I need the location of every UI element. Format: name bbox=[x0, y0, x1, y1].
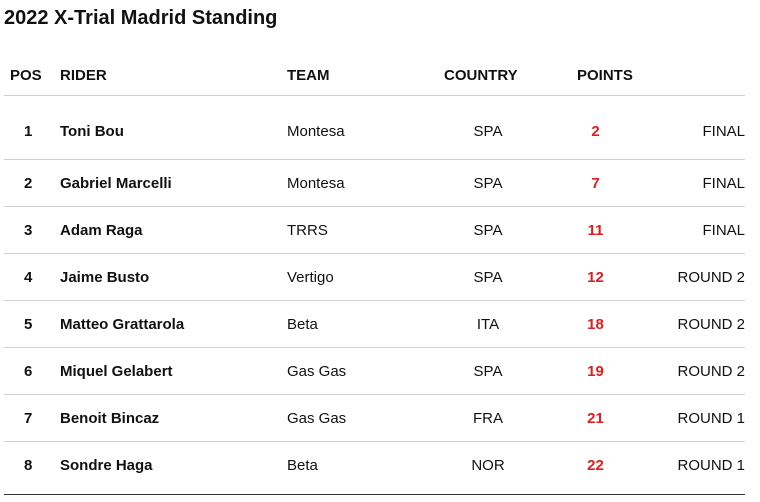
column-header-status bbox=[642, 55, 745, 96]
cell-points: 12 bbox=[567, 253, 642, 301]
cell-points: 7 bbox=[567, 159, 642, 207]
cell-status: FINAL bbox=[642, 159, 745, 207]
cell-team: Beta bbox=[287, 300, 427, 348]
cell-team: Vertigo bbox=[287, 253, 427, 301]
cell-status: ROUND 2 bbox=[642, 347, 745, 395]
cell-points: 21 bbox=[567, 394, 642, 442]
cell-country: SPA bbox=[427, 206, 567, 254]
cell-status: ROUND 2 bbox=[642, 300, 745, 348]
header-row: POS RIDER TEAM COUNTRY POINTS bbox=[4, 55, 745, 96]
table-row: 4 Jaime Busto Vertigo SPA 12 ROUND 2 bbox=[4, 253, 745, 301]
column-header-points: POINTS bbox=[567, 55, 642, 96]
cell-country: SPA bbox=[427, 95, 567, 160]
cell-rider: Sondre Haga bbox=[60, 456, 153, 474]
cell-country: FRA bbox=[427, 394, 567, 442]
page-title: 2022 X-Trial Madrid Standing bbox=[4, 7, 278, 29]
table-row: 5 Matteo Grattarola Beta ITA 18 ROUND 2 bbox=[4, 300, 745, 348]
cell-team: Montesa bbox=[287, 95, 427, 160]
table-row: 6 Miquel Gelabert Gas Gas SPA 19 ROUND 2 bbox=[4, 347, 745, 395]
bottom-divider bbox=[4, 494, 745, 495]
table-row: 7 Benoit Bincaz Gas Gas FRA 21 ROUND 1 bbox=[4, 394, 745, 442]
column-header-pos: POS bbox=[4, 55, 60, 96]
column-header-country: COUNTRY bbox=[427, 55, 567, 96]
table-header: POS RIDER TEAM COUNTRY POINTS bbox=[4, 55, 745, 96]
cell-team: Gas Gas bbox=[287, 394, 427, 442]
table-row: 8 Sondre Haga Beta NOR 22 ROUND 1 bbox=[4, 442, 745, 489]
cell-status: ROUND 2 bbox=[642, 253, 745, 301]
cell-rider: Matteo Grattarola bbox=[60, 300, 287, 348]
cell-rider: Jaime Busto bbox=[60, 253, 287, 301]
cell-rider: Toni Bou bbox=[60, 95, 287, 160]
cell-points: 11 bbox=[567, 206, 642, 254]
cell-rider: Gabriel Marcelli bbox=[60, 159, 287, 207]
cell-status: ROUND 1 bbox=[677, 456, 745, 474]
cell-country: SPA bbox=[427, 159, 567, 207]
table-row: 1 Toni Bou Montesa SPA 2 FINAL bbox=[4, 95, 745, 160]
cell-rider: Adam Raga bbox=[60, 206, 287, 254]
cell-country: SPA bbox=[427, 253, 567, 301]
cell-country: NOR bbox=[471, 456, 505, 474]
cell-pos: 1 bbox=[4, 95, 60, 160]
table-row: 3 Adam Raga TRRS SPA 11 FINAL bbox=[4, 206, 745, 254]
cell-team: Gas Gas bbox=[287, 347, 427, 395]
table-body: 1 Toni Bou Montesa SPA 2 FINAL 2 Gabriel… bbox=[4, 95, 745, 489]
cell-pos: 7 bbox=[4, 394, 60, 442]
cell-pos: 2 bbox=[4, 159, 60, 207]
cell-team: Beta bbox=[287, 456, 318, 474]
column-header-rider: RIDER bbox=[60, 55, 287, 96]
cell-pos: 4 bbox=[4, 253, 60, 301]
cell-country: SPA bbox=[427, 347, 567, 395]
cell-points: 2 bbox=[567, 95, 642, 160]
cell-points: 22 bbox=[587, 456, 604, 474]
table-row: 2 Gabriel Marcelli Montesa SPA 7 FINAL bbox=[4, 159, 745, 207]
standings-table: POS RIDER TEAM COUNTRY POINTS 1 Toni Bou… bbox=[4, 55, 745, 488]
cell-status: FINAL bbox=[642, 206, 745, 254]
cell-team: TRRS bbox=[287, 206, 427, 254]
cell-country: ITA bbox=[427, 300, 567, 348]
column-header-team: TEAM bbox=[287, 55, 427, 96]
cell-pos: 6 bbox=[4, 347, 60, 395]
cell-status: FINAL bbox=[642, 95, 745, 160]
cell-points: 19 bbox=[567, 347, 642, 395]
cell-rider: Miquel Gelabert bbox=[60, 347, 287, 395]
cell-pos: 5 bbox=[4, 300, 60, 348]
cell-pos: 3 bbox=[4, 206, 60, 254]
cell-status: ROUND 1 bbox=[642, 394, 745, 442]
cell-pos: 8 bbox=[24, 456, 33, 474]
cell-team: Montesa bbox=[287, 159, 427, 207]
cell-points: 18 bbox=[567, 300, 642, 348]
cell-rider: Benoit Bincaz bbox=[60, 394, 287, 442]
